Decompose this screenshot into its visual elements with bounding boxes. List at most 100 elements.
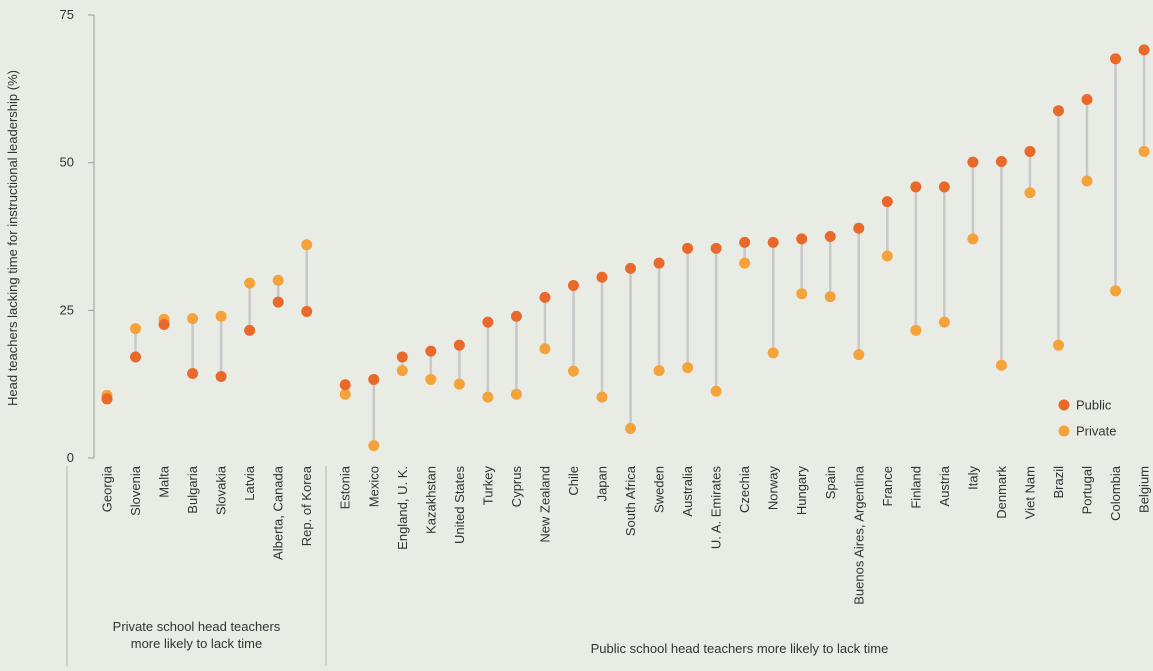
point-private-buenos-aires-argentina (853, 349, 865, 361)
legend-marker-private (1058, 425, 1070, 437)
point-public-brazil (1052, 105, 1064, 117)
point-private-south-africa (625, 422, 637, 434)
point-private-england-u-k (396, 365, 408, 377)
legend-marker-public (1058, 399, 1070, 411)
point-private-colombia (1110, 285, 1122, 297)
category-label-bulgaria: Bulgaria (185, 465, 200, 513)
category-label-france: France (880, 466, 895, 506)
point-public-new-zealand (539, 291, 551, 303)
category-label-norway: Norway (766, 466, 781, 511)
point-private-viet-nam (1024, 187, 1036, 199)
category-label-slovenia: Slovenia (128, 465, 143, 516)
category-label-sweden: Sweden (652, 466, 667, 513)
point-private-japan (596, 391, 608, 403)
category-label-kazakhstan: Kazakhstan (423, 466, 438, 534)
point-private-slovakia (215, 310, 227, 322)
category-label-colombia: Colombia (1108, 465, 1123, 521)
point-public-norway (767, 236, 779, 248)
point-public-spain (824, 231, 836, 242)
category-label-portugal: Portugal (1080, 466, 1095, 515)
category-label-mexico: Mexico (366, 466, 381, 507)
point-private-alberta-canada (272, 274, 284, 286)
point-private-austria (938, 316, 950, 328)
point-private-estonia (339, 388, 351, 400)
point-public-kazakhstan (425, 345, 437, 357)
category-label-belgium: Belgium (1137, 466, 1152, 513)
point-public-italy (967, 156, 979, 168)
point-public-belgium (1138, 44, 1150, 56)
point-private-turkey (482, 391, 494, 403)
point-public-hungary (796, 233, 808, 245)
category-label-chile: Chile (566, 466, 581, 496)
category-label-u-a-emirates: U. A. Emirates (709, 466, 724, 550)
point-public-australia (682, 242, 694, 254)
category-label-italy: Italy (965, 466, 980, 490)
point-public-mexico (368, 373, 380, 385)
category-label-new-zealand: New Zealand (537, 466, 552, 543)
point-public-viet-nam (1024, 145, 1036, 157)
point-private-hungary (796, 288, 808, 300)
category-label-buenos-aires-argentina: Buenos Aires, Argentina (851, 465, 866, 605)
point-private-italy (967, 233, 979, 245)
category-label-spain: Spain (823, 466, 838, 499)
point-private-new-zealand (539, 343, 551, 355)
point-public-sweden (653, 257, 665, 269)
point-public-south-africa (625, 262, 637, 274)
category-label-slovakia: Slovakia (214, 465, 229, 515)
category-label-austria: Austria (937, 465, 952, 506)
point-public-buenos-aires-argentina (853, 222, 865, 234)
category-labels-group: Georgia Slovenia Malta Bulgaria Slovakia Latv… (100, 465, 1152, 605)
category-label-turkey: Turkey (480, 466, 495, 506)
point-public-latvia (244, 324, 256, 336)
point-public-slovakia (215, 370, 227, 382)
category-label-south-africa: South Africa (623, 465, 638, 536)
point-private-australia (682, 362, 694, 374)
category-label-georgia: Georgia (100, 465, 115, 512)
group-label-2-line-1: Public school head teachers more likely … (591, 641, 889, 656)
category-label-brazil: Brazil (1051, 466, 1066, 499)
point-public-u-a-emirates (710, 242, 722, 254)
point-public-bulgaria (187, 368, 199, 380)
category-label-alberta-canada: Alberta, Canada (271, 465, 286, 560)
point-private-bulgaria (187, 313, 199, 325)
y-axis-title: Head teachers lacking time for instructi… (5, 70, 20, 406)
category-label-united-states: United States (452, 466, 467, 545)
point-private-sweden (653, 365, 665, 377)
group-label-1-line-2: more likely to lack time (131, 636, 262, 651)
category-label-malta: Malta (157, 465, 172, 498)
point-public-japan (596, 271, 608, 283)
point-private-spain (824, 291, 836, 303)
point-public-france (881, 196, 893, 208)
point-public-estonia (339, 379, 351, 391)
point-public-united-states (453, 339, 465, 351)
category-label-finland: Finland (908, 466, 923, 509)
point-private-czechia (739, 257, 751, 269)
point-private-belgium (1138, 145, 1150, 157)
point-public-colombia (1110, 53, 1122, 65)
point-private-united-states (453, 378, 465, 390)
point-public-england-u-k (396, 351, 408, 363)
y-tick-label: 50 (60, 155, 74, 170)
category-label-australia: Australia (680, 465, 695, 516)
category-label-england-u-k: England, U. K. (395, 466, 410, 550)
group-label-1-line-1: Private school head teachers (113, 619, 281, 634)
connectors-group (105, 49, 1146, 446)
point-public-slovenia (130, 351, 142, 363)
point-private-norway (767, 347, 779, 359)
category-label-denmark: Denmark (994, 466, 1009, 519)
point-private-slovenia (130, 323, 142, 335)
axes-group: 0 25 50 75 (60, 7, 95, 465)
category-label-japan: Japan (595, 466, 610, 501)
point-private-latvia (244, 277, 256, 289)
point-public-denmark (995, 155, 1007, 167)
points-group (101, 44, 1150, 452)
group-labels-group: Private school head teachers more likely … (66, 466, 889, 666)
category-label-viet-nam: Viet Nam (1022, 466, 1037, 519)
point-private-rep-of-korea (301, 239, 313, 251)
point-private-france (881, 250, 893, 262)
category-label-czechia: Czechia (737, 465, 752, 513)
y-tick-label: 75 (60, 7, 74, 22)
point-public-rep-of-korea (301, 306, 313, 318)
